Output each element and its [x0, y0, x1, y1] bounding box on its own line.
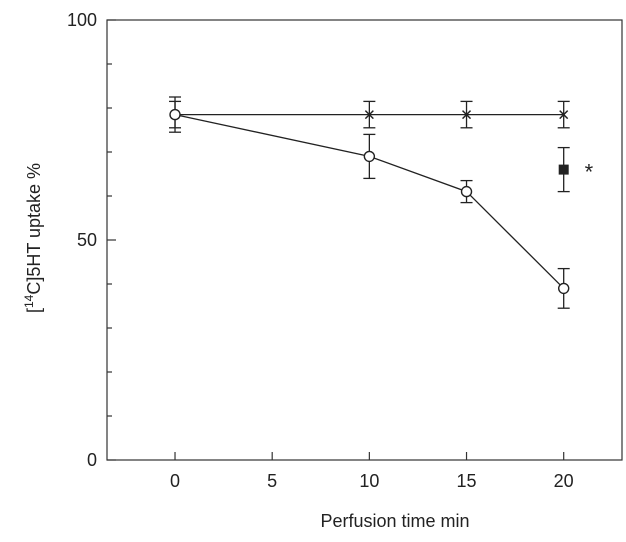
significance-marker: * [585, 160, 594, 185]
plot-frame [106, 19, 623, 461]
y-tick-label: 100 [67, 10, 97, 30]
y-tick-label: 0 [87, 450, 97, 470]
y-axis-label-superscript: 14 [22, 294, 36, 308]
series-open-circle [169, 96, 570, 309]
y-axis-label-open: [ [24, 308, 44, 313]
cross-stroke [461, 110, 472, 120]
data-point-cross [461, 110, 472, 120]
y-tick-label: 50 [77, 230, 97, 250]
x-tick-label: 20 [554, 471, 574, 491]
cross-stroke [559, 110, 569, 120]
plot-border [106, 19, 623, 461]
annotation-layer: * [585, 160, 594, 185]
x-axis-label: Perfusion time min [320, 511, 469, 531]
y-axis-label: [14C]5HT uptake % [22, 163, 44, 313]
series-cross [169, 100, 570, 129]
data-point-cross [559, 110, 569, 120]
y-axis-label-rest: C]5HT uptake % [24, 163, 44, 295]
data-point-open-circle [460, 185, 473, 198]
x-tick-label: 0 [170, 471, 180, 491]
x-tick-label: 5 [267, 471, 277, 491]
x-tick-label: 10 [359, 471, 379, 491]
series-layer [169, 96, 570, 309]
series-line [174, 113, 565, 289]
x-tick-label: 15 [457, 471, 477, 491]
series-filled-square [557, 146, 570, 193]
data-point-cross [364, 110, 374, 120]
data-point-open-circle [169, 108, 181, 121]
y-axis: 0 50 100 [67, 10, 116, 470]
data-point-open-circle [363, 150, 376, 163]
cross-stroke [364, 110, 374, 120]
x-axis: 0 5 10 15 20 [170, 452, 574, 491]
data-point-open-circle [557, 282, 570, 295]
data-point-filled-square [558, 164, 569, 175]
